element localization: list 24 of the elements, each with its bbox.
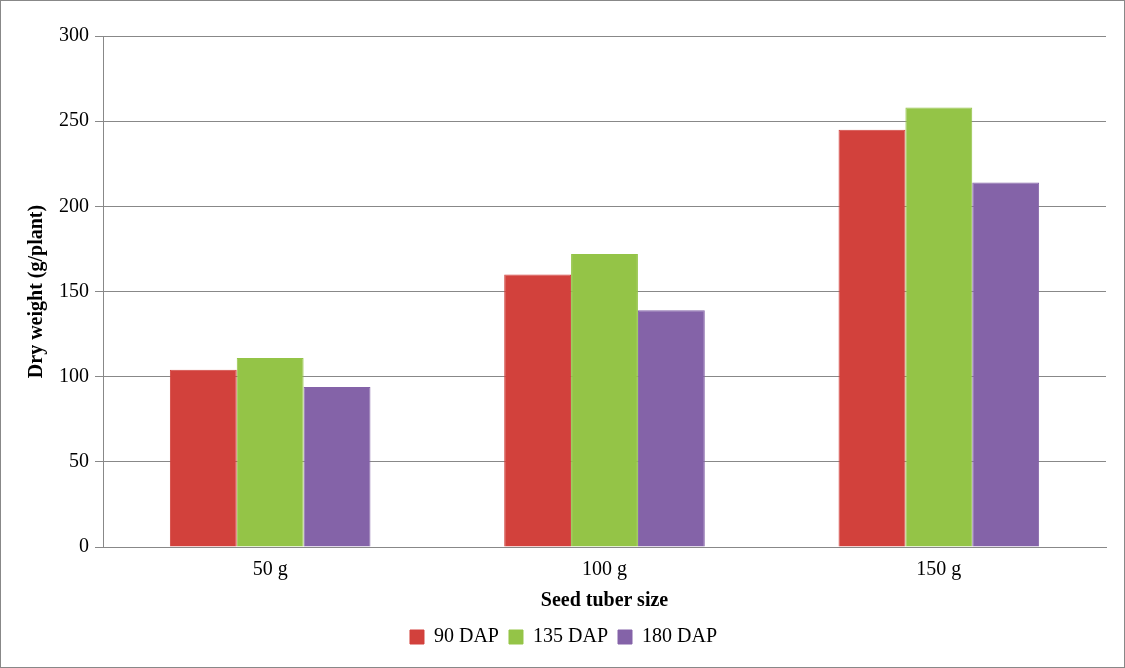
y-tick-label: 300	[59, 23, 89, 46]
legend-label: 135 DAP	[533, 624, 609, 647]
x-tick-label: 50 g	[252, 557, 288, 581]
bar	[236, 357, 304, 547]
bar	[303, 386, 371, 547]
bar	[972, 182, 1040, 547]
y-tick-label: 100	[59, 363, 89, 386]
legend-label: 90 DAP	[433, 624, 499, 647]
bar	[571, 254, 638, 547]
y-axis-title: Dry weight (g/plant)	[24, 204, 48, 379]
bar	[838, 129, 906, 547]
bar	[504, 274, 572, 547]
y-tick-label: 150	[59, 278, 89, 301]
x-tick-label: 100 g	[582, 557, 627, 581]
bar	[169, 369, 237, 547]
y-tick-label: 200	[59, 193, 89, 216]
legend-label: 180 DAP	[642, 624, 718, 647]
x-tick-label: 150 g	[916, 557, 962, 581]
y-tick-label: 50	[69, 449, 89, 472]
y-tick-label: 0	[79, 534, 89, 557]
bar	[905, 107, 973, 547]
x-axis-title: Seed tuber size	[540, 588, 669, 611]
y-tick-label: 250	[59, 108, 89, 131]
bar	[637, 310, 705, 547]
